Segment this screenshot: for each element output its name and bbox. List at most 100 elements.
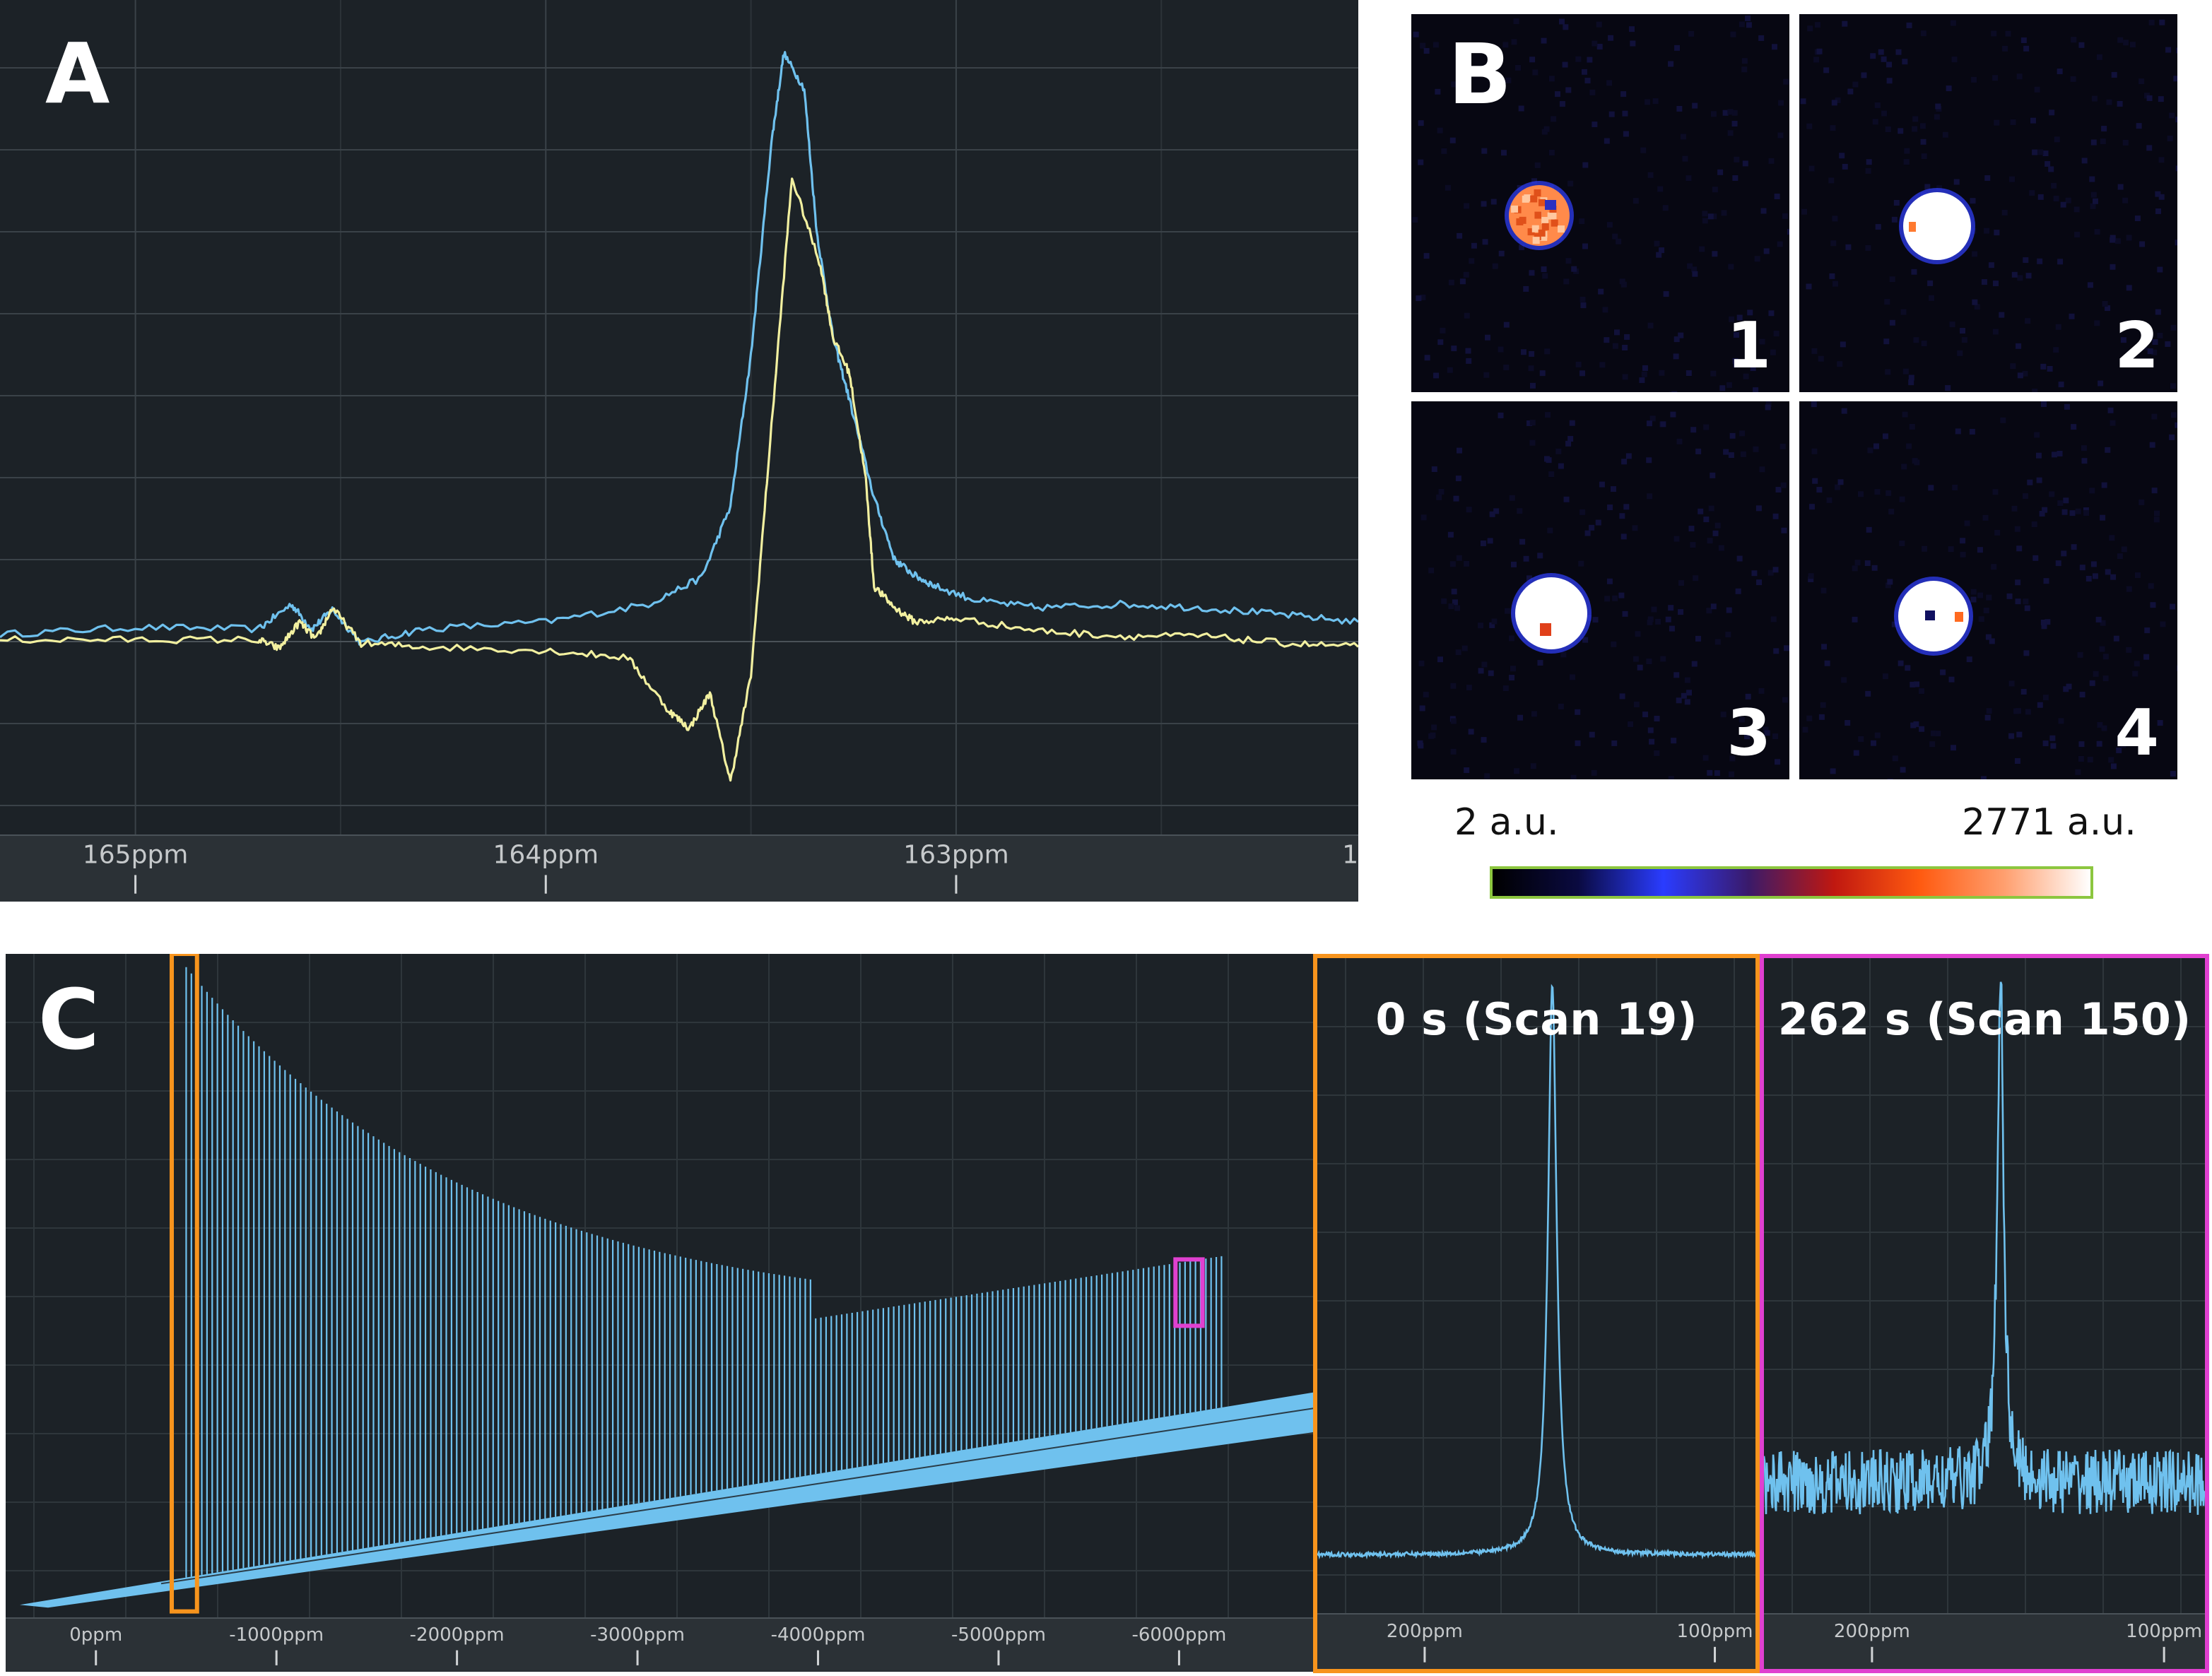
noise-pixel [1695,635,1701,642]
noise-pixel [1498,346,1504,353]
noise-pixel [1707,769,1713,776]
phantom-speckle [1540,233,1548,241]
noise-pixel [1647,172,1654,178]
noise-pixel [1654,240,1660,247]
noise-pixel [1946,85,1952,92]
noise-pixel [1592,40,1598,47]
noise-pixel [1616,238,1622,244]
noise-pixel [1994,119,2000,126]
noise-pixel [1565,258,1572,264]
noise-pixel [1604,596,1611,602]
noise-pixel [1874,489,1881,495]
noise-pixel [1562,61,1568,68]
noise-pixel [2073,206,2080,213]
noise-pixel [1528,365,1534,372]
panel-c-main: 0ppm -1000ppm -2000ppm -3000ppm -4000ppm -500… [6,954,1314,1672]
noise-pixel [1612,233,1618,240]
noise-pixel [1905,665,1911,671]
noise-pixel [1840,341,1846,348]
phantom-speckle [1530,195,1538,203]
noise-pixel [1532,69,1539,76]
noise-pixel [2035,452,2042,459]
noise-pixel [1927,280,1934,286]
noise-pixel [2087,757,2093,763]
noise-pixel [1505,608,1511,614]
noise-pixel [1622,345,1628,351]
noise-pixel [1719,385,1726,391]
noise-pixel [1488,670,1494,676]
noise-pixel [1980,776,1987,779]
noise-pixel [1692,271,1698,277]
noise-pixel [2011,271,2018,278]
phantom-spot-edge [1909,222,1916,232]
noise-pixel [1702,211,1708,217]
noise-pixel [1992,75,1999,81]
noise-pixel [1424,355,1430,361]
noise-pixel [1984,228,1990,234]
phantom-speckle [1549,212,1557,220]
noise-pixel [2025,273,2032,279]
noise-pixel [2093,671,2099,677]
noise-pixel [1435,88,1441,95]
noise-pixel [1842,20,1848,27]
noise-pixel [1742,160,1748,167]
noise-pixel [1901,464,1907,470]
noise-pixel [1847,88,1854,95]
noise-pixel [1913,337,1919,343]
noise-pixel [2106,99,2112,105]
noise-pixel [2101,482,2107,488]
noise-pixel [1575,709,1581,715]
noise-pixel [2099,646,2105,652]
noise-pixel [1639,377,1645,384]
noise-pixel [1622,110,1628,117]
noise-pixel [1875,224,1881,230]
noise-pixel [1481,737,1487,743]
noise-pixel [1902,411,1908,418]
noise-pixel [2075,769,2081,775]
noise-pixel [1772,733,1779,740]
noise-pixel [1953,179,1960,185]
noise-pixel [2027,479,2033,485]
noise-pixel [2025,709,2031,715]
noise-pixel [1461,645,1468,651]
noise-pixel [1760,208,1767,214]
noise-pixel [2065,197,2071,203]
noise-pixel [1773,331,1779,337]
noise-pixel [1902,59,1908,65]
noise-pixel [1565,440,1572,447]
noise-pixel [2041,401,2047,408]
noise-pixel [1977,592,1984,598]
noise-pixel [2151,413,2158,420]
noise-pixel [1952,485,1958,491]
noise-pixel [1928,485,1934,491]
noise-pixel [1592,122,1598,128]
noise-pixel [1456,555,1462,561]
noise-pixel [2150,602,2156,608]
noise-pixel [1912,458,1918,464]
noise-pixel [1633,702,1640,708]
noise-pixel [2110,574,2117,580]
noise-pixel [1961,337,1967,343]
noise-pixel [1710,603,1717,610]
noise-pixel [2153,510,2160,517]
noise-pixel [1531,711,1537,717]
panel-b: 1 2 3 4 B [1411,14,2183,781]
noise-pixel [1492,263,1498,269]
noise-pixel [1913,721,1919,727]
noise-pixel [2016,731,2023,738]
noise-pixel [1665,616,1671,622]
noise-pixel [1637,664,1643,671]
noise-pixel [1423,253,1430,259]
noise-pixel [1921,153,1927,160]
phantom-speckle [1534,189,1541,197]
noise-pixel [1741,66,1748,73]
noise-pixel [1541,37,1547,44]
noise-pixel [1730,31,1736,37]
noise-pixel [2041,623,2047,630]
noise-pixel [2170,383,2176,389]
noise-pixel [1811,448,1818,454]
noise-pixel [1537,553,1543,559]
noise-pixel [1678,609,1684,615]
noise-pixel [2090,561,2097,567]
phantom-speckle [1551,219,1558,227]
